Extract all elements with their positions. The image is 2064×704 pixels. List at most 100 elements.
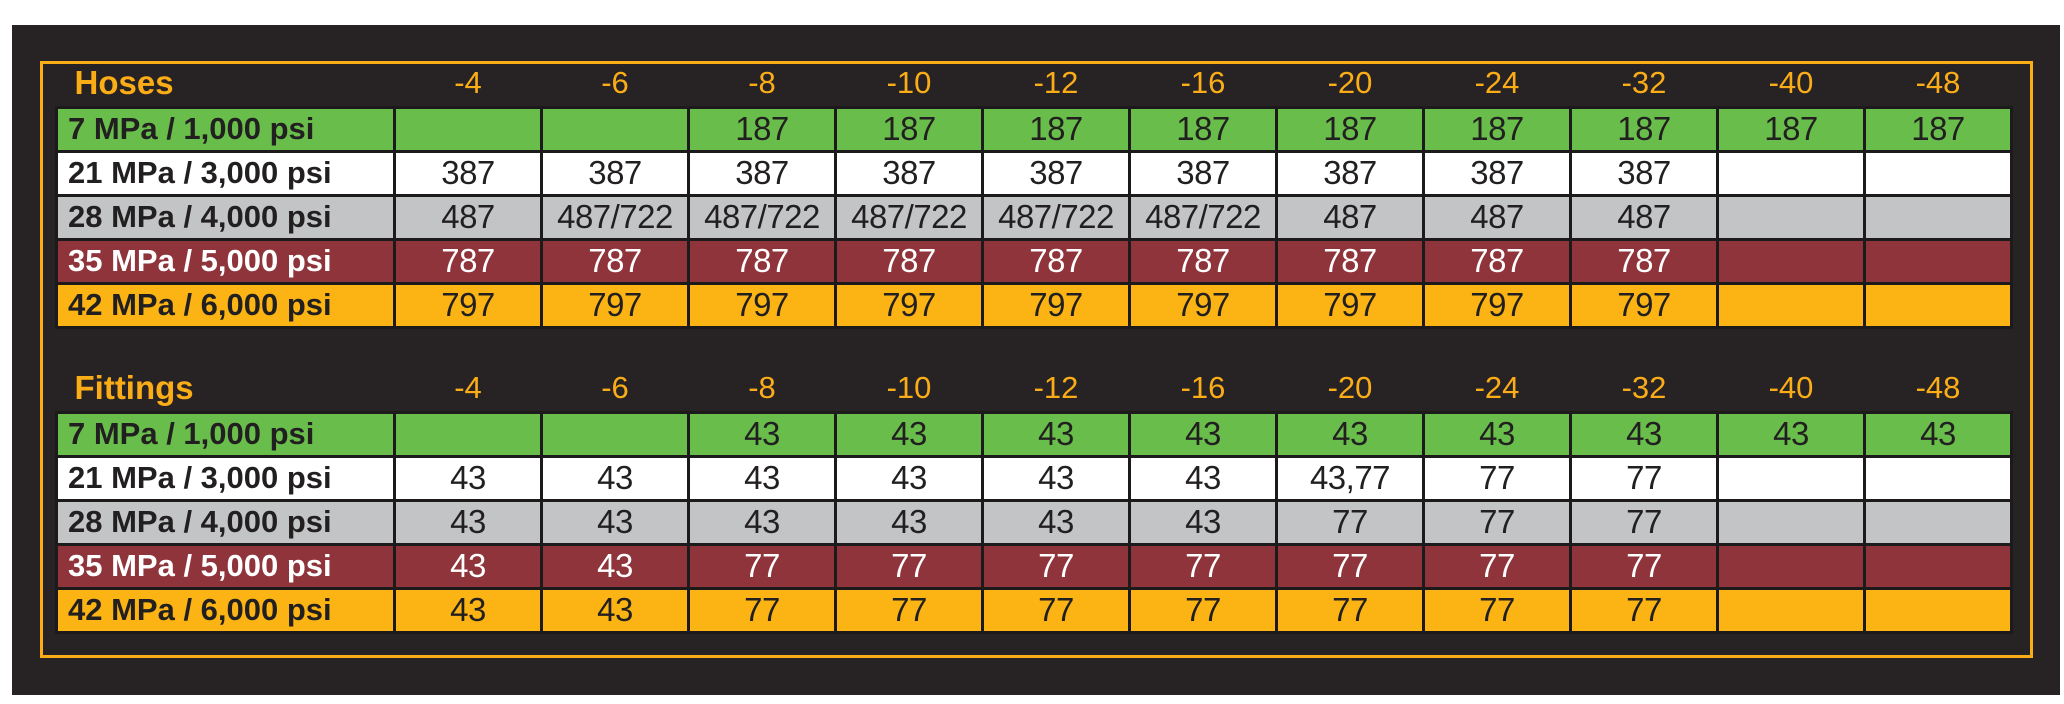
value-cell: 187 [1275, 105, 1425, 153]
column-header: -12 [1033, 65, 1079, 101]
value-cell: 797 [1569, 281, 1719, 329]
value-cell: 187 [1863, 105, 2013, 153]
row-label: 7 MPa / 1,000 psi [55, 410, 396, 458]
column-header: -48 [1915, 370, 1961, 406]
value-cell: 787 [687, 237, 837, 285]
value-cell [540, 410, 690, 458]
value-cell: 487/722 [834, 193, 984, 241]
column-header: -4 [454, 65, 482, 101]
value-cell: 797 [687, 281, 837, 329]
value-cell: 43 [981, 454, 1131, 502]
value-cell: 43 [1128, 410, 1278, 458]
value-cell: 787 [1275, 237, 1425, 285]
value-cell: 77 [834, 542, 984, 590]
value-cell: 387 [393, 149, 543, 197]
value-cell: 77 [1422, 454, 1572, 502]
value-cell: 487 [1275, 193, 1425, 241]
value-cell: 387 [981, 149, 1131, 197]
header-row: Fittings -4 -6 -8 -10 -12 -16 -20 -24 -32 -40 -48 [57, 366, 2012, 412]
value-cell: 187 [1422, 105, 1572, 153]
value-cell: 43 [687, 498, 837, 546]
value-cell [1863, 281, 2013, 329]
value-cell: 77 [1422, 542, 1572, 590]
value-cell: 43,77 [1275, 454, 1425, 502]
value-cell: 387 [834, 149, 984, 197]
value-cell: 77 [687, 542, 837, 590]
column-header: -16 [1180, 65, 1226, 101]
value-cell [1863, 586, 2013, 634]
column-header: -40 [1768, 370, 1814, 406]
value-cell: 43 [1422, 410, 1572, 458]
value-cell: 43 [981, 498, 1131, 546]
column-header: -6 [601, 370, 629, 406]
value-cell: 77 [1422, 586, 1572, 634]
value-cell [1863, 454, 2013, 502]
value-cell: 787 [1128, 237, 1278, 285]
value-cell: 43 [981, 410, 1131, 458]
column-header: -20 [1327, 65, 1373, 101]
column-header: -4 [454, 370, 482, 406]
value-cell: 77 [1569, 586, 1719, 634]
value-cell: 387 [1128, 149, 1278, 197]
table-row: 7 MPa / 1,000 psi 187 187 187 187 187 187 187 18… [55, 105, 2013, 153]
column-header: -10 [886, 370, 932, 406]
value-cell: 787 [540, 237, 690, 285]
value-cell: 43 [540, 454, 690, 502]
value-cell [1863, 193, 2013, 241]
value-cell [1716, 193, 1866, 241]
value-cell: 797 [1422, 281, 1572, 329]
table-row: 28 MPa / 4,000 psi 43 43 43 43 43 43 77 77 77 [55, 498, 2013, 546]
value-cell: 77 [1275, 542, 1425, 590]
table-row: 35 MPa / 5,000 psi 787 787 787 787 787 787 787 7… [55, 237, 2013, 285]
value-cell: 43 [540, 542, 690, 590]
column-header: -8 [748, 370, 776, 406]
value-cell: 43 [834, 410, 984, 458]
value-cell: 797 [540, 281, 690, 329]
table-title: Hoses [74, 64, 174, 102]
column-header: -20 [1327, 370, 1373, 406]
column-header: -12 [1033, 370, 1079, 406]
value-cell: 77 [1569, 498, 1719, 546]
value-cell: 43 [687, 454, 837, 502]
value-cell: 487 [1422, 193, 1572, 241]
value-cell: 487/722 [687, 193, 837, 241]
value-cell: 187 [687, 105, 837, 153]
value-cell: 77 [1128, 542, 1278, 590]
value-cell: 77 [981, 542, 1131, 590]
value-cell: 77 [1569, 454, 1719, 502]
table-title: Fittings [74, 369, 194, 407]
value-cell: 387 [1569, 149, 1719, 197]
row-label: 21 MPa / 3,000 psi [55, 149, 396, 197]
value-cell [393, 105, 543, 153]
value-cell: 77 [687, 586, 837, 634]
value-cell: 387 [1422, 149, 1572, 197]
value-cell: 787 [1569, 237, 1719, 285]
value-cell [1716, 281, 1866, 329]
value-cell: 43 [1716, 410, 1866, 458]
row-label: 7 MPa / 1,000 psi [55, 105, 396, 153]
value-cell: 487/722 [1128, 193, 1278, 241]
column-header: -32 [1621, 65, 1667, 101]
pressure-table-hoses: Hoses -4 -6 -8 -10 -12 -16 -20 -24 -32 -40 -48 7 M… [55, 61, 2013, 329]
value-cell: 487 [1569, 193, 1719, 241]
row-label: 42 MPa / 6,000 psi [55, 586, 396, 634]
value-cell: 187 [1128, 105, 1278, 153]
value-cell: 487/722 [540, 193, 690, 241]
value-cell [393, 410, 543, 458]
value-cell: 187 [834, 105, 984, 153]
value-cell [1716, 149, 1866, 197]
value-cell [1716, 498, 1866, 546]
value-cell [1716, 454, 1866, 502]
value-cell: 43 [393, 586, 543, 634]
value-cell: 797 [834, 281, 984, 329]
value-cell: 43 [1128, 454, 1278, 502]
value-cell: 43 [540, 586, 690, 634]
table-row: 28 MPa / 4,000 psi 487 487/722 487/722 487/7… [55, 193, 2013, 241]
value-cell [1716, 542, 1866, 590]
value-cell: 43 [393, 542, 543, 590]
value-cell [1863, 542, 2013, 590]
value-cell: 77 [981, 586, 1131, 634]
value-cell [1863, 237, 2013, 285]
value-cell: 187 [1569, 105, 1719, 153]
